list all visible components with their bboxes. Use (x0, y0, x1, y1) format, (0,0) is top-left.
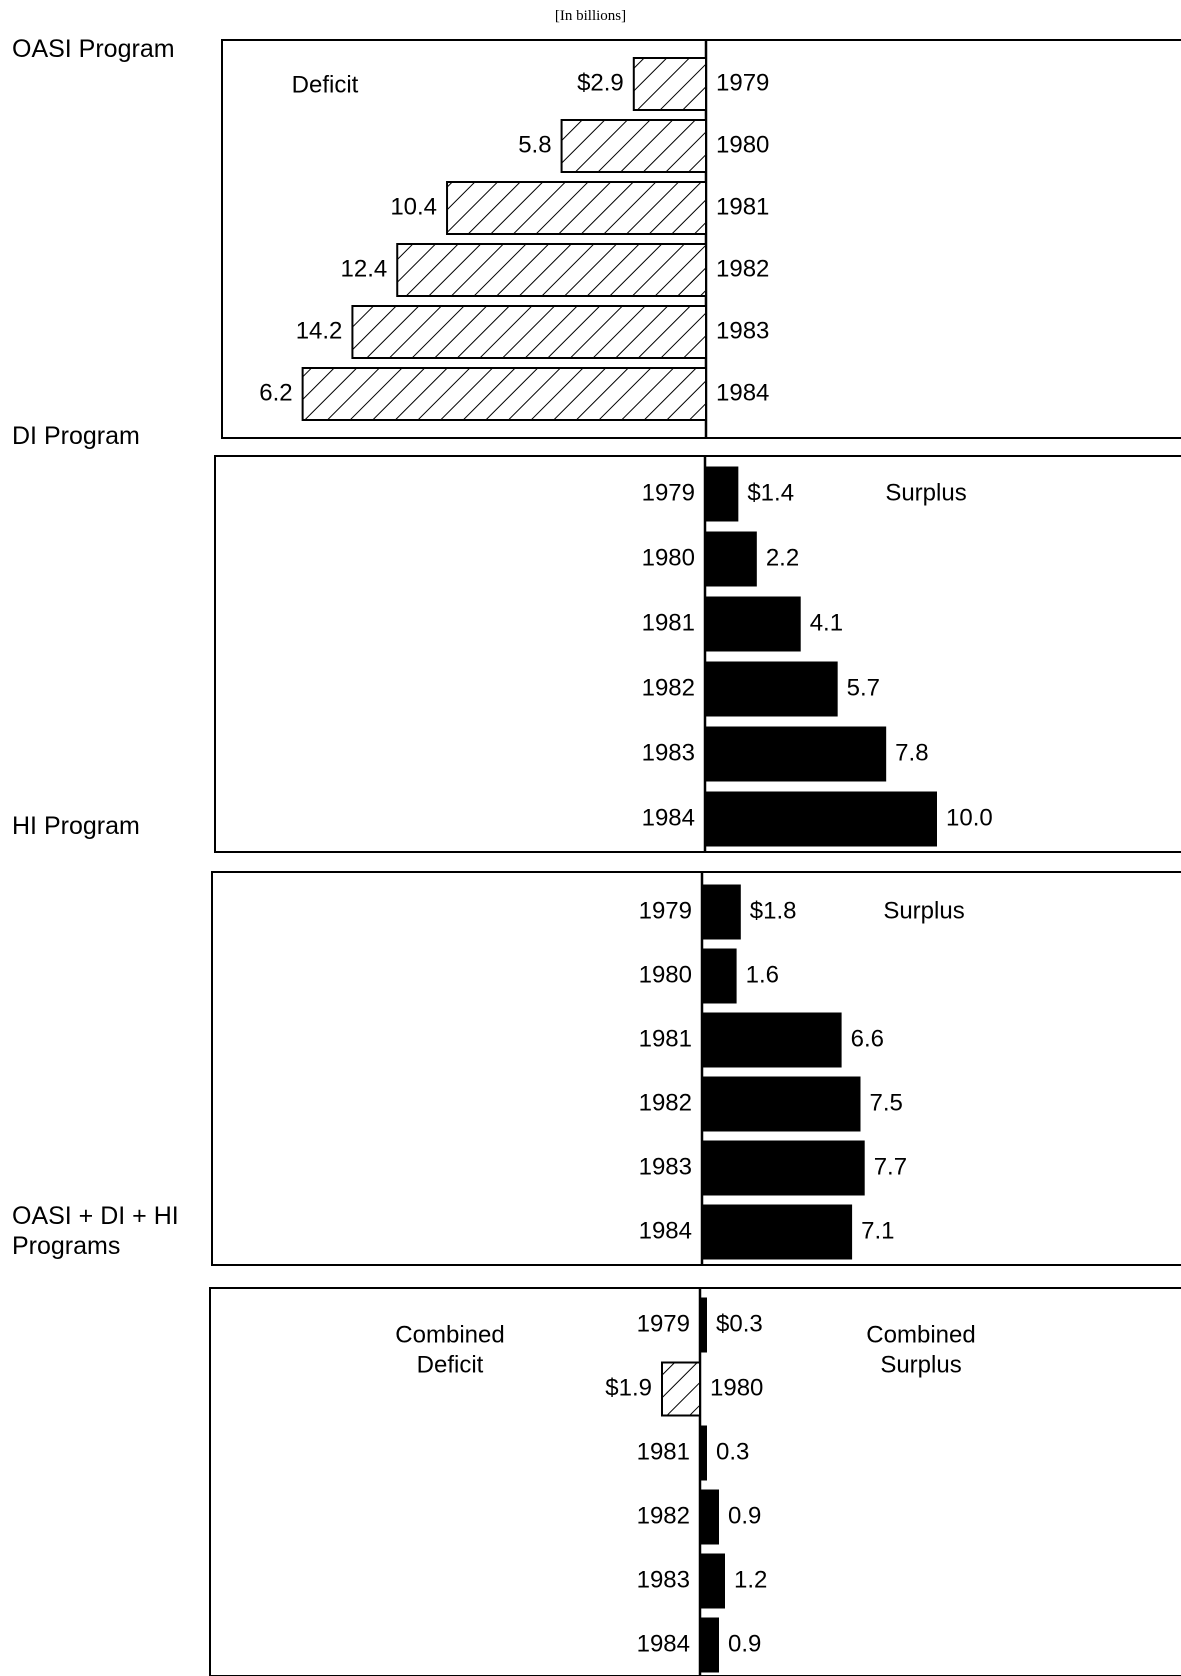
panel-label-oasi: OASI Program (12, 35, 175, 63)
bar-1-1982 (396, 243, 707, 297)
value-label-3-1982: 7.5 (870, 1089, 903, 1116)
year-label-1-1982: 1982 (716, 255, 769, 282)
year-label-1-1984: 1984 (716, 379, 769, 406)
year-label-2-1982: 1982 (642, 674, 695, 701)
bar-2-1979 (704, 466, 739, 522)
annotation-1-1: Deficit (292, 71, 359, 98)
value-label-4-1981: 0.3 (716, 1438, 749, 1465)
value-label-4-1983: 1.2 (734, 1566, 767, 1593)
value-label-1-1983: 14.2 (296, 317, 343, 344)
value-label-4-1982: 0.9 (728, 1502, 761, 1529)
year-label-3-1983: 1983 (639, 1153, 692, 1180)
year-label-3-1979: 1979 (639, 897, 692, 924)
panel-frame-2 (214, 455, 1181, 853)
bar-1-1981 (446, 181, 707, 235)
year-label-1-1979: 1979 (716, 69, 769, 96)
value-label-1-1984: 6.2 (259, 379, 292, 406)
bar-2-1984 (704, 791, 937, 847)
year-label-1-1981: 1981 (716, 193, 769, 220)
panel-label-combined: OASI + DI + HI Programs (12, 1202, 179, 1260)
value-label-2-1982: 5.7 (847, 674, 880, 701)
bar-4-1980 (661, 1361, 701, 1417)
bar-2-1982 (704, 661, 838, 717)
bar-1-1980 (560, 119, 708, 173)
year-label-3-1980: 1980 (639, 961, 692, 988)
year-label-2-1981: 1981 (642, 609, 695, 636)
annotation-4-2-line-2: Surplus (880, 1351, 961, 1378)
value-label-3-1984: 7.1 (861, 1217, 894, 1244)
bar-1-1984 (301, 367, 707, 421)
value-label-3-1980: 1.6 (746, 961, 779, 988)
bar-3-1980 (701, 948, 737, 1004)
value-label-4-1980: $1.9 (605, 1374, 652, 1401)
annotation-2-1: Surplus (885, 479, 966, 506)
year-label-4-1982: 1982 (637, 1502, 690, 1529)
bar-2-1983 (704, 726, 887, 782)
units-label: [In billions] (554, 8, 627, 24)
annotation-4-2-line-1: Combined (866, 1321, 975, 1348)
value-label-2-1979: $1.4 (747, 479, 794, 506)
year-label-2-1983: 1983 (642, 739, 695, 766)
year-label-3-1984: 1984 (639, 1217, 692, 1244)
value-label-1-1982: 12.4 (341, 255, 388, 282)
year-label-4-1984: 1984 (637, 1630, 690, 1657)
year-label-3-1981: 1981 (639, 1025, 692, 1052)
bar-1-1979 (632, 57, 707, 111)
annotation-4-1-line-1: Combined (395, 1321, 504, 1348)
annotation-4-1-line-2: Deficit (417, 1351, 484, 1378)
year-label-4-1980: 1980 (710, 1374, 763, 1401)
year-label-2-1984: 1984 (642, 804, 695, 831)
year-label-1-1980: 1980 (716, 131, 769, 158)
value-label-1-1979: $2.9 (577, 69, 624, 96)
year-label-3-1982: 1982 (639, 1089, 692, 1116)
bar-4-1982 (699, 1489, 719, 1545)
panel-label-hi: HI Program (12, 812, 140, 840)
value-label-4-1984: 0.9 (728, 1630, 761, 1657)
bar-4-1979 (699, 1297, 707, 1353)
bar-3-1981 (701, 1012, 842, 1068)
bar-3-1983 (701, 1140, 865, 1196)
value-label-2-1983: 7.8 (895, 739, 928, 766)
annotation-3-1: Surplus (883, 897, 964, 924)
panel-frame-4 (209, 1287, 1181, 1676)
bar-4-1981 (699, 1425, 707, 1481)
year-label-2-1979: 1979 (642, 479, 695, 506)
value-label-1-1981: 10.4 (390, 193, 437, 220)
bar-1-1983 (351, 305, 707, 359)
value-label-2-1981: 4.1 (810, 609, 843, 636)
bar-3-1979 (701, 884, 741, 940)
year-label-4-1979: 1979 (637, 1310, 690, 1337)
year-label-4-1983: 1983 (637, 1566, 690, 1593)
panel-frame-1 (221, 39, 1181, 439)
value-label-2-1980: 2.2 (766, 544, 799, 571)
bar-4-1984 (699, 1617, 719, 1673)
bar-2-1980 (704, 531, 757, 587)
bar-3-1984 (701, 1204, 853, 1260)
value-label-3-1979: $1.8 (750, 897, 797, 924)
panel-label-di: DI Program (12, 422, 140, 450)
value-label-3-1983: 7.7 (874, 1153, 907, 1180)
year-label-2-1980: 1980 (642, 544, 695, 571)
value-label-3-1981: 6.6 (851, 1025, 884, 1052)
bar-2-1981 (704, 596, 801, 652)
year-label-4-1981: 1981 (637, 1438, 690, 1465)
panel-frame-3 (211, 871, 1181, 1266)
bar-3-1982 (701, 1076, 861, 1132)
value-label-1-1980: 5.8 (518, 131, 551, 158)
value-label-4-1979: $0.3 (716, 1310, 763, 1337)
year-label-1-1983: 1983 (716, 317, 769, 344)
value-label-2-1984: 10.0 (946, 804, 993, 831)
bar-4-1983 (699, 1553, 725, 1609)
